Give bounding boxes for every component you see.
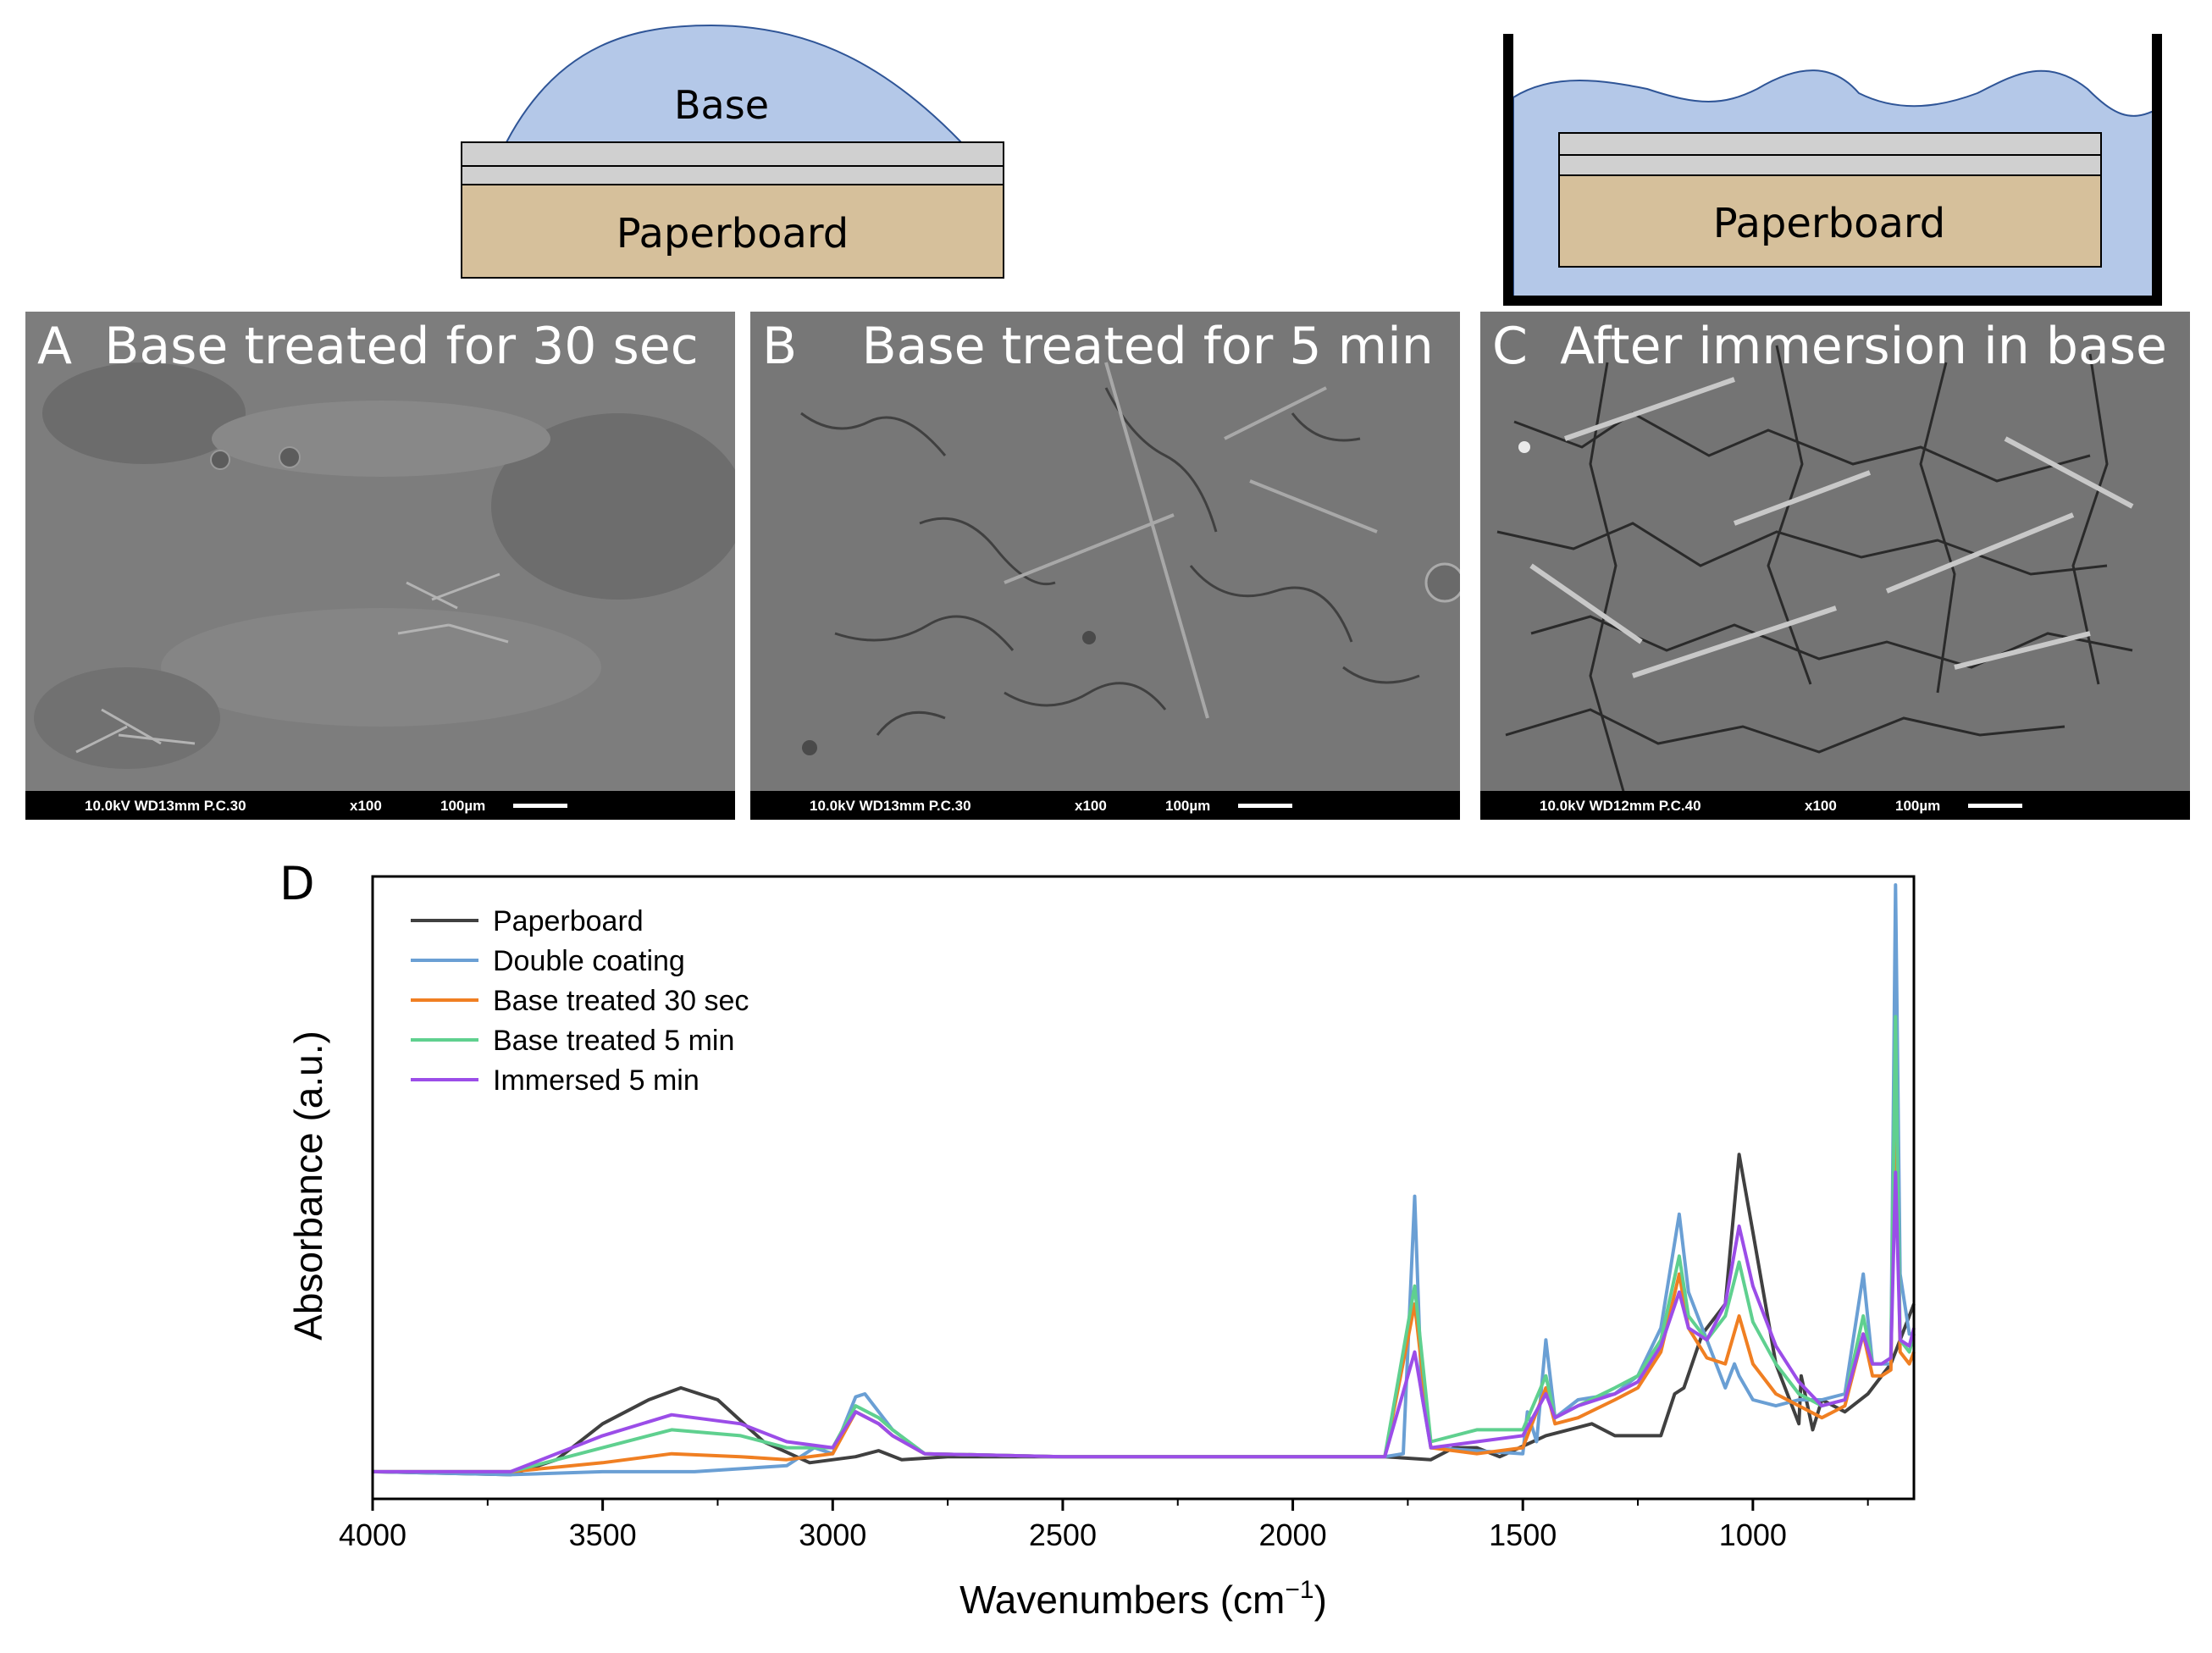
series-line-paperboard — [372, 1153, 1916, 1477]
sem-panel-c: C After immersion in base 10.0kV WD12mm … — [1480, 312, 2190, 820]
sem-info-bar: 10.0kV WD13mm P.C.30 x100 100µm — [750, 791, 1460, 820]
x-tick-label: 3500 — [569, 1518, 637, 1552]
container-right-wall — [2152, 34, 2162, 305]
sem-panel-b: B Base treated for 5 min 10.0kV WD13mm P… — [750, 312, 1460, 820]
series-line-immersed-5-min — [373, 1170, 1916, 1473]
x-axis-label-end: ) — [1314, 1578, 1327, 1622]
x-tick-label: 1000 — [1719, 1518, 1787, 1552]
sem-voltage: 10.0kV WD13mm P.C.30 — [810, 798, 971, 814]
panel-letter-d: D — [279, 857, 315, 910]
paperboard-layer — [461, 184, 1004, 279]
sem-info-bar: 10.0kV WD13mm P.C.30 x100 100µm — [25, 791, 735, 820]
sem-magnification: x100 — [1805, 798, 1837, 814]
sem-magnification: x100 — [350, 798, 382, 814]
panel-title: After immersion in base — [1560, 317, 2167, 376]
schematic-immersion: Paperboard — [1503, 34, 2162, 306]
panel-letter: B — [762, 317, 798, 376]
x-tick-label: 3000 — [799, 1518, 866, 1552]
legend-label: Base treated 30 sec — [493, 985, 749, 1017]
coating-layer-2 — [1558, 154, 2102, 176]
legend-label: Immersed 5 min — [493, 1064, 700, 1097]
legend-label: Base treated 5 min — [493, 1025, 734, 1057]
plot-frame — [371, 875, 1916, 1501]
sem-image-b — [750, 312, 1460, 820]
x-tick-label: 2000 — [1259, 1518, 1327, 1552]
sem-info-bar: 10.0kV WD12mm P.C.40 x100 100µm — [1480, 791, 2190, 820]
sem-voltage: 10.0kV WD13mm P.C.30 — [85, 798, 246, 814]
sem-image-a — [25, 312, 735, 820]
sem-panel-a: A Base treated for 30 sec 10.0kV WD13mm … — [25, 312, 735, 820]
panel-letter: A — [37, 317, 73, 376]
legend-label: Double coating — [493, 945, 685, 977]
sem-scale-label: 100µm — [1895, 798, 1941, 814]
scale-bar — [513, 804, 567, 808]
schematic-droplet: Base Paperboard — [461, 24, 1004, 279]
container-floor — [1503, 296, 2162, 306]
sem-magnification: x100 — [1075, 798, 1107, 814]
sem-voltage: 10.0kV WD12mm P.C.40 — [1540, 798, 1701, 814]
panel-letter: C — [1492, 317, 1528, 376]
scale-bar — [1238, 804, 1292, 808]
x-axis-label-main: Wavenumbers (cm — [959, 1578, 1285, 1622]
paperboard-layer — [1558, 174, 2102, 268]
base-droplet — [505, 24, 964, 143]
panel-title: Base treated for 5 min — [861, 317, 1434, 376]
coating-layer-1 — [461, 141, 1004, 167]
substrate-label: Paperboard — [1713, 200, 1946, 247]
series-line-base-treated-5-min — [373, 1014, 1916, 1473]
series-layer — [372, 883, 1916, 1477]
x-axis: 4000 3500 3000 2500 2000 1500 1000 — [339, 1499, 1869, 1552]
x-tick-label: 1500 — [1489, 1518, 1557, 1552]
legend: Paperboard Double coating Base treated 30 … — [411, 905, 749, 1097]
sem-image-c — [1480, 312, 2190, 820]
x-tick-label: 2500 — [1029, 1518, 1097, 1552]
drop-label: Base — [674, 82, 769, 128]
substrate-label: Paperboard — [617, 210, 849, 257]
scale-bar — [1968, 804, 2022, 808]
legend-label: Paperboard — [493, 905, 644, 937]
x-axis-label: Wavenumbers (cm−1) — [959, 1576, 1327, 1622]
panel-title: Base treated for 30 sec — [104, 317, 699, 376]
sem-scale-label: 100µm — [440, 798, 486, 814]
sem-scale-label: 100µm — [1165, 798, 1211, 814]
container-left-wall — [1503, 34, 1513, 305]
x-axis-label-sup: −1 — [1285, 1576, 1313, 1604]
x-tick-label: 4000 — [339, 1518, 406, 1552]
y-axis-label: Absorbance (a.u.) — [286, 1031, 330, 1341]
coating-layer-1 — [1558, 132, 2102, 156]
